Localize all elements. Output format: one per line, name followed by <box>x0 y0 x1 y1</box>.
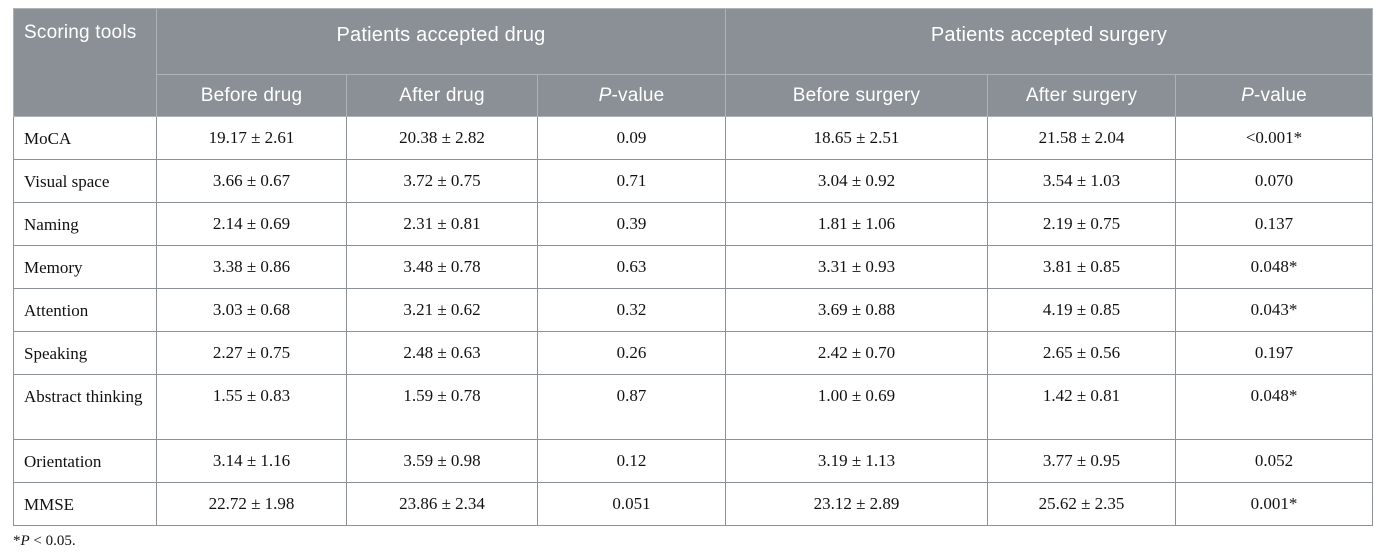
cell-p-value-surgery: 0.052 <box>1175 439 1374 483</box>
group-header-row: Scoring tools Patients accepted drug Pat… <box>13 8 1374 117</box>
cell-after-drug: 23.86 ± 2.34 <box>346 482 538 526</box>
cell-p-value-surgery: 0.043* <box>1175 288 1374 332</box>
cell-p-value-surgery: 0.001* <box>1175 482 1374 526</box>
cell-after-surgery: 3.77 ± 0.95 <box>987 439 1177 483</box>
cell-before-drug: 3.38 ± 0.86 <box>156 245 347 289</box>
group-header-surgery: Patients accepted surgery <box>725 8 1374 75</box>
col-header-p-value-drug: P-value <box>536 74 727 117</box>
table-row: Orientation 3.14 ± 1.16 3.59 ± 0.98 0.12… <box>13 439 1374 483</box>
cell-after-surgery: 21.58 ± 2.04 <box>987 116 1177 160</box>
sub-header-row: Before drug After drug P-value Before su… <box>14 74 1374 117</box>
cell-after-surgery: 1.42 ± 0.81 <box>987 374 1177 440</box>
cell-p-value-surgery: 0.137 <box>1175 202 1374 246</box>
cell-p-value-drug: 0.12 <box>536 439 727 483</box>
cell-before-surgery: 3.69 ± 0.88 <box>725 288 989 332</box>
cell-after-drug: 1.59 ± 0.78 <box>346 374 538 440</box>
cell-after-drug: 3.21 ± 0.62 <box>346 288 538 332</box>
table-row: Memory 3.38 ± 0.86 3.48 ± 0.78 0.63 3.31… <box>13 245 1374 289</box>
table-header: Scoring tools Patients accepted drug Pat… <box>13 8 1374 117</box>
cell-after-surgery: 3.54 ± 1.03 <box>987 159 1177 203</box>
cell-p-value-drug: 0.051 <box>536 482 727 526</box>
cell-after-surgery: 3.81 ± 0.85 <box>987 245 1177 289</box>
p-value-italic-p: P <box>1241 84 1254 106</box>
scoring-tools-table: Scoring tools Patients accepted drug Pat… <box>13 8 1374 526</box>
table-body: MoCA 19.17 ± 2.61 20.38 ± 2.82 0.09 18.6… <box>13 116 1374 526</box>
cell-p-value-drug: 0.32 <box>536 288 727 332</box>
row-label: Abstract thinking <box>13 374 157 440</box>
cell-after-drug: 2.48 ± 0.63 <box>346 331 538 375</box>
cell-before-drug: 1.55 ± 0.83 <box>156 374 347 440</box>
cell-before-drug: 19.17 ± 2.61 <box>156 116 347 160</box>
cell-p-value-surgery: <0.001* <box>1175 116 1374 160</box>
cell-before-surgery: 18.65 ± 2.51 <box>725 116 989 160</box>
col-header-after-surgery: After surgery <box>987 74 1177 117</box>
cell-after-drug: 3.48 ± 0.78 <box>346 245 538 289</box>
cell-after-surgery: 2.65 ± 0.56 <box>987 331 1177 375</box>
row-label: Speaking <box>13 331 157 375</box>
footnote-italic-p: P <box>20 533 30 549</box>
corner-header-scoring-tools: Scoring tools <box>13 8 157 117</box>
row-label: Attention <box>13 288 157 332</box>
table-row: MoCA 19.17 ± 2.61 20.38 ± 2.82 0.09 18.6… <box>13 116 1374 160</box>
table-row: Attention 3.03 ± 0.68 3.21 ± 0.62 0.32 3… <box>13 288 1374 332</box>
cell-before-drug: 3.66 ± 0.67 <box>156 159 347 203</box>
cell-before-surgery: 23.12 ± 2.89 <box>725 482 989 526</box>
cell-before-drug: 2.27 ± 0.75 <box>156 331 347 375</box>
cell-p-value-surgery: 0.197 <box>1175 331 1374 375</box>
col-header-after-drug: After drug <box>346 74 538 117</box>
cell-p-value-surgery: 0.048* <box>1175 245 1374 289</box>
table-row: Naming 2.14 ± 0.69 2.31 ± 0.81 0.39 1.81… <box>13 202 1374 246</box>
p-value-suffix: -value <box>1253 84 1307 106</box>
cell-p-value-drug: 0.87 <box>536 374 727 440</box>
p-value-italic-p: P <box>598 84 612 106</box>
footnote: *P < 0.05. <box>13 533 1372 550</box>
col-header-before-drug: Before drug <box>156 74 347 117</box>
cell-p-value-drug: 0.71 <box>536 159 727 203</box>
cell-p-value-drug: 0.39 <box>536 202 727 246</box>
cell-after-drug: 3.59 ± 0.98 <box>346 439 538 483</box>
cell-p-value-surgery: 0.070 <box>1175 159 1374 203</box>
cell-before-surgery: 1.81 ± 1.06 <box>725 202 989 246</box>
cell-before-drug: 3.03 ± 0.68 <box>156 288 347 332</box>
row-label: MMSE <box>13 482 157 526</box>
cell-before-surgery: 3.31 ± 0.93 <box>725 245 989 289</box>
cell-after-surgery: 2.19 ± 0.75 <box>987 202 1177 246</box>
row-label: Naming <box>13 202 157 246</box>
cell-p-value-drug: 0.26 <box>536 331 727 375</box>
col-header-before-surgery: Before surgery <box>725 74 989 117</box>
col-header-p-value-surgery: P-value <box>1175 74 1374 117</box>
cell-after-drug: 2.31 ± 0.81 <box>346 202 538 246</box>
cell-before-surgery: 3.04 ± 0.92 <box>725 159 989 203</box>
row-label: Orientation <box>13 439 157 483</box>
cell-after-surgery: 4.19 ± 0.85 <box>987 288 1177 332</box>
footnote-text: < 0.05. <box>29 533 76 549</box>
cell-p-value-drug: 0.63 <box>536 245 727 289</box>
cell-p-value-drug: 0.09 <box>536 116 727 160</box>
p-value-suffix: -value <box>611 84 665 106</box>
cell-before-drug: 3.14 ± 1.16 <box>156 439 347 483</box>
footnote-asterisk: * <box>13 533 21 549</box>
row-label: MoCA <box>13 116 157 160</box>
row-label: Visual space <box>13 159 157 203</box>
cell-after-surgery: 25.62 ± 2.35 <box>987 482 1177 526</box>
cell-before-drug: 2.14 ± 0.69 <box>156 202 347 246</box>
cell-before-drug: 22.72 ± 1.98 <box>156 482 347 526</box>
cell-before-surgery: 1.00 ± 0.69 <box>725 374 989 440</box>
table-row: Abstract thinking 1.55 ± 0.83 1.59 ± 0.7… <box>13 374 1374 440</box>
group-header-drug: Patients accepted drug <box>155 8 727 75</box>
table-row: Speaking 2.27 ± 0.75 2.48 ± 0.63 0.26 2.… <box>13 331 1374 375</box>
cell-before-surgery: 2.42 ± 0.70 <box>725 331 989 375</box>
table-row: MMSE 22.72 ± 1.98 23.86 ± 2.34 0.051 23.… <box>13 482 1374 526</box>
table-row: Visual space 3.66 ± 0.67 3.72 ± 0.75 0.7… <box>13 159 1374 203</box>
cell-p-value-surgery: 0.048* <box>1175 374 1374 440</box>
cell-before-surgery: 3.19 ± 1.13 <box>725 439 989 483</box>
row-label: Memory <box>13 245 157 289</box>
cell-after-drug: 3.72 ± 0.75 <box>346 159 538 203</box>
cell-after-drug: 20.38 ± 2.82 <box>346 116 538 160</box>
